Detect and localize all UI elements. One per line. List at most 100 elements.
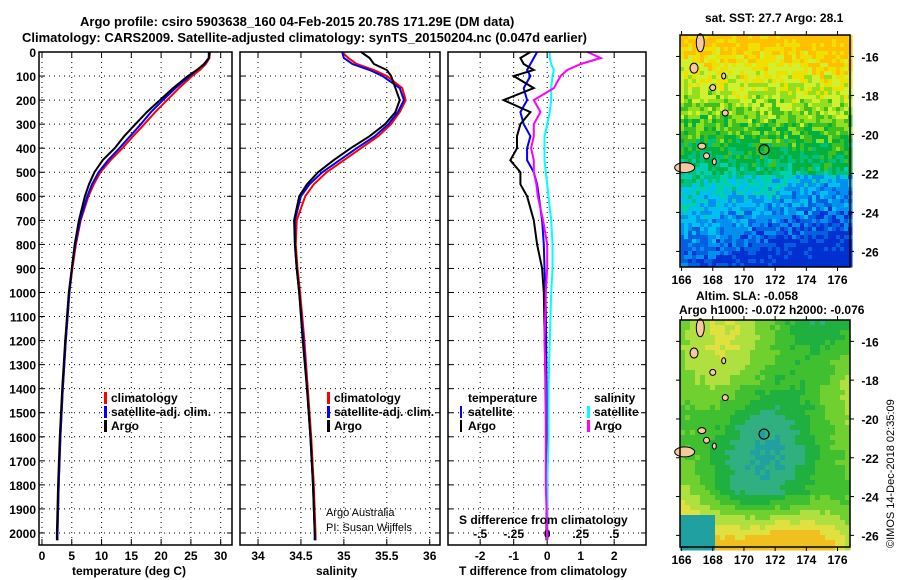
map-cell bbox=[744, 239, 749, 244]
map-cell bbox=[780, 235, 785, 240]
map-cell bbox=[765, 490, 771, 496]
map-cell bbox=[828, 99, 833, 104]
map-cell bbox=[732, 155, 737, 160]
map-cell bbox=[764, 135, 769, 140]
map-cell bbox=[752, 135, 757, 140]
map-cell bbox=[772, 167, 777, 172]
map-cell bbox=[804, 239, 809, 244]
map-cell bbox=[752, 95, 757, 100]
map-cell bbox=[696, 167, 701, 172]
map-cell bbox=[836, 255, 841, 260]
map-cell bbox=[760, 131, 765, 136]
map-cell bbox=[804, 179, 809, 184]
map-cell bbox=[790, 520, 796, 526]
map-cell bbox=[684, 103, 689, 108]
map-cell bbox=[812, 191, 817, 196]
map-cell bbox=[695, 510, 701, 516]
map-cell bbox=[808, 79, 813, 84]
map-cell bbox=[810, 335, 816, 341]
map-cell bbox=[844, 247, 849, 252]
map-cell bbox=[812, 43, 817, 48]
map-cell bbox=[745, 410, 751, 416]
map-cell bbox=[772, 51, 777, 56]
map-cell bbox=[800, 405, 806, 411]
map-cell bbox=[776, 83, 781, 88]
map-cell bbox=[700, 360, 706, 366]
map-cell bbox=[812, 55, 817, 60]
map-cell bbox=[732, 259, 737, 264]
map-cell bbox=[824, 191, 829, 196]
map-cell bbox=[690, 440, 696, 446]
map-cell bbox=[680, 255, 685, 260]
map-cell bbox=[800, 365, 806, 371]
map-cell bbox=[760, 239, 765, 244]
map-cell bbox=[688, 131, 693, 136]
map-cell bbox=[736, 235, 741, 240]
lon-tick-label: 170 bbox=[734, 553, 754, 567]
map-cell bbox=[745, 440, 751, 446]
map-cell bbox=[788, 91, 793, 96]
map-cell bbox=[784, 103, 789, 108]
map-cell bbox=[775, 410, 781, 416]
map-cell bbox=[744, 231, 749, 236]
map-cell bbox=[760, 490, 766, 496]
map-cell bbox=[836, 143, 841, 148]
map-cell bbox=[752, 219, 757, 224]
map-cell bbox=[695, 500, 701, 506]
map-cell bbox=[715, 420, 721, 426]
map-cell bbox=[772, 79, 777, 84]
map-cell bbox=[716, 127, 721, 132]
map-cell bbox=[688, 127, 693, 132]
map-cell bbox=[832, 175, 837, 180]
map-cell bbox=[680, 143, 685, 148]
map-cell bbox=[836, 39, 841, 44]
map-cell bbox=[804, 67, 809, 72]
map-cell bbox=[690, 515, 696, 521]
map-cell bbox=[800, 103, 805, 108]
map-cell bbox=[690, 405, 696, 411]
y-tick-label-depth: 700 bbox=[16, 214, 36, 228]
map-cell bbox=[704, 79, 709, 84]
map-cell bbox=[755, 450, 761, 456]
map-cell bbox=[788, 159, 793, 164]
map-cell bbox=[692, 207, 697, 212]
map-cell bbox=[832, 247, 837, 252]
map-cell bbox=[810, 330, 816, 336]
map-cell bbox=[744, 67, 749, 72]
legend-swatch-s-satellite bbox=[587, 406, 590, 418]
map-cell bbox=[752, 119, 757, 124]
map-cell bbox=[830, 480, 836, 486]
map-cell bbox=[740, 111, 745, 116]
map-cell bbox=[832, 39, 837, 44]
map-cell bbox=[820, 199, 825, 204]
map-cell bbox=[745, 450, 751, 456]
map-cell bbox=[720, 420, 726, 426]
map-cell bbox=[830, 495, 836, 501]
map-cell bbox=[765, 400, 771, 406]
sla-map: 166 168 170 172 174 176-16-18-20-22-24-26 bbox=[672, 316, 879, 567]
map-cell bbox=[812, 123, 817, 128]
map-cell bbox=[744, 139, 749, 144]
map-cell bbox=[820, 355, 826, 361]
map-cell bbox=[832, 79, 837, 84]
map-cell bbox=[775, 490, 781, 496]
map-cell bbox=[700, 103, 705, 108]
map-cell bbox=[785, 465, 791, 471]
map-cell bbox=[680, 320, 686, 326]
map-cell bbox=[748, 55, 753, 60]
map-cell bbox=[685, 515, 691, 521]
map-cell bbox=[840, 175, 845, 180]
map-cell bbox=[690, 320, 696, 326]
map-cell bbox=[744, 179, 749, 184]
map-cell bbox=[840, 139, 845, 144]
map-cell bbox=[690, 470, 696, 476]
map-cell bbox=[840, 219, 845, 224]
map-cell bbox=[788, 195, 793, 200]
map-cell bbox=[840, 485, 846, 491]
map-cell bbox=[692, 51, 697, 56]
map-cell bbox=[724, 55, 729, 60]
map-cell bbox=[784, 223, 789, 228]
map-cell bbox=[820, 227, 825, 232]
map-cell bbox=[744, 215, 749, 220]
map-cell bbox=[775, 425, 781, 431]
